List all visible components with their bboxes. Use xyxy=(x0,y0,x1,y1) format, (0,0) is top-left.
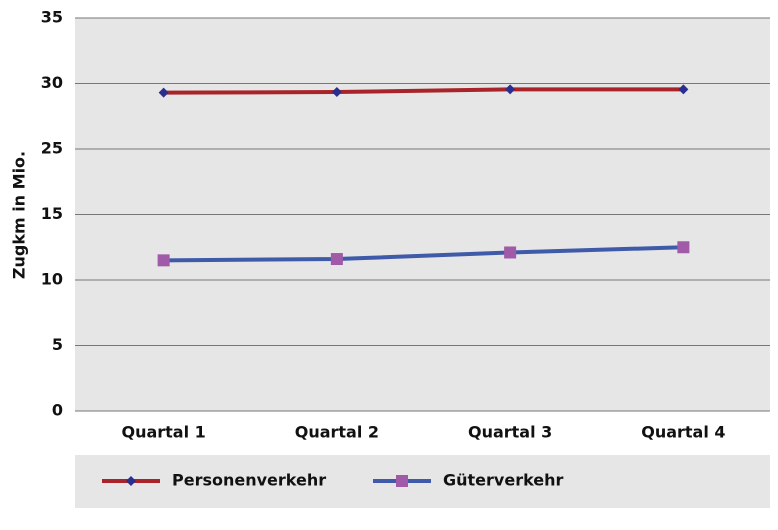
marker xyxy=(504,246,517,259)
marker xyxy=(678,84,689,95)
x-tick-label: Quartal 2 xyxy=(295,423,379,442)
y-tick-label: 10 xyxy=(41,270,63,289)
marker xyxy=(677,241,690,254)
line xyxy=(163,245,684,263)
line xyxy=(163,87,684,95)
marker xyxy=(157,254,170,267)
legend-marker xyxy=(126,476,136,486)
y-tick-label: 35 xyxy=(41,8,63,27)
legend-label: Güterverkehr xyxy=(443,471,564,490)
y-tick-label: 15 xyxy=(41,204,63,223)
marker xyxy=(330,253,343,266)
legend-label: Personenverkehr xyxy=(172,471,326,490)
legend-marker xyxy=(396,475,408,487)
marker xyxy=(505,84,516,95)
marker xyxy=(158,87,169,98)
x-tick-label: Quartal 1 xyxy=(121,423,205,442)
y-tick-label: 0 xyxy=(52,401,63,420)
marker xyxy=(331,87,342,98)
y-tick-label: 5 xyxy=(52,335,63,354)
x-tick-label: Quartal 3 xyxy=(468,423,552,442)
y-tick-label: 25 xyxy=(41,139,63,158)
y-axis-title: Zugkm in Mio. xyxy=(10,151,29,279)
y-tick-label: 30 xyxy=(41,73,63,92)
x-tick-label: Quartal 4 xyxy=(641,423,725,442)
